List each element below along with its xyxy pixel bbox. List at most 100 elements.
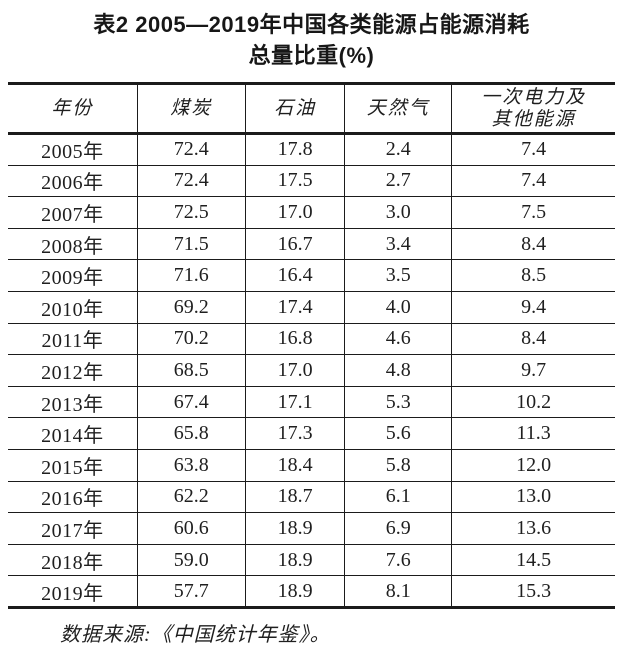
value-cell: 17.5: [244, 164, 345, 197]
year-cell: 2008年: [8, 227, 138, 260]
value-cell: 16.7: [244, 227, 345, 260]
table-body: 2005年 72.4 17.8 2.4 7.4 2006年 72.4 17.5 2.7 7.4 20…: [8, 133, 615, 608]
value-cell: 17.1: [244, 385, 345, 418]
table-row: 2011年 70.2 16.8 4.6 8.4: [8, 322, 615, 355]
column-header-0: 年份: [8, 83, 138, 135]
table-title-line1: 表2 2005—2019年中国各类能源占能源消耗: [93, 12, 530, 37]
column-header-1: 煤炭: [136, 83, 246, 135]
value-cell: 4.0: [344, 290, 452, 324]
value-cell: 18.9: [244, 512, 345, 545]
table-header: 年份 煤炭 石油 天然气 一次电力及 其他能源: [8, 83, 615, 135]
value-cell: 2.4: [344, 133, 452, 166]
year-cell: 2005年: [41, 141, 104, 164]
year-cell: 2010年: [8, 290, 138, 324]
column-header-2: 石油: [244, 83, 345, 135]
year-cell: 2007年: [8, 196, 138, 229]
value-cell: 71.6: [136, 259, 246, 292]
value-cell: 13.0: [451, 480, 615, 513]
table-row: 2019年 57.7 18.9 8.1 15.3: [8, 575, 615, 608]
year-cell: 2012年: [8, 354, 138, 387]
value-cell: 7.4: [451, 133, 615, 166]
table-title-line2: 总量比重(%): [248, 43, 375, 68]
value-cell: 3.0: [344, 196, 452, 229]
value-cell: 18.9: [244, 543, 345, 576]
value-cell: 17.4: [244, 290, 345, 324]
value-cell: 4.8: [344, 354, 452, 387]
table-row: 2014年 65.8 17.3 5.6 11.3: [8, 417, 615, 450]
year-cell: 2013年: [8, 385, 138, 418]
table-row: 2009年 71.6 16.4 3.5 8.5: [8, 259, 615, 292]
value-cell: 17.0: [244, 354, 345, 387]
value-cell: 72.4: [136, 164, 246, 197]
value-cell: 70.2: [136, 322, 246, 355]
value-cell: 12.0: [451, 448, 615, 482]
value-cell: 6.9: [344, 512, 452, 545]
value-cell: 7.5: [451, 196, 615, 229]
year-cell: 2018年: [8, 543, 138, 576]
year-cell: 2014年: [8, 417, 138, 450]
value-cell: 3.4: [344, 227, 452, 260]
value-cell: 5.3: [344, 385, 452, 418]
value-cell: 17.3: [244, 417, 345, 450]
value-cell: 67.4: [136, 385, 246, 418]
table-row: 2013年 67.4 17.1 5.3 10.2: [8, 385, 615, 418]
value-cell: 5.6: [344, 417, 452, 450]
value-cell: 17.0: [244, 196, 345, 229]
value-cell: 60.6: [136, 512, 246, 545]
value-cell: 63.8: [136, 448, 246, 482]
column-header-4: 一次电力及 其他能源: [451, 83, 615, 135]
value-cell: 11.3: [451, 417, 615, 450]
table-row: 2016年 62.2 18.7 6.1 13.0: [8, 480, 615, 513]
value-cell: 71.5: [136, 227, 246, 260]
year-cell: 2009年: [8, 259, 138, 292]
value-cell: 13.6: [451, 512, 615, 545]
value-cell: 68.5: [136, 354, 246, 387]
value-cell: 57.7: [136, 575, 246, 608]
value-cell: 72.5: [136, 196, 246, 229]
value-cell: 18.4: [244, 448, 345, 482]
value-cell: 7.6: [344, 543, 452, 576]
value-cell: 2.7: [344, 164, 452, 197]
table-row: 2005年 72.4 17.8 2.4 7.4: [8, 133, 615, 166]
table-row: 2015年 63.8 18.4 5.8 12.0: [8, 448, 615, 482]
table-row: 2017年 60.6 18.9 6.9 13.6: [8, 512, 615, 545]
table-row: 2006年 72.4 17.5 2.7 7.4: [8, 164, 615, 197]
year-cell: 2006年: [8, 164, 138, 197]
value-cell: 72.4: [136, 133, 246, 166]
value-cell: 3.5: [344, 259, 452, 292]
table-row: 2010年 69.2 17.4 4.0 9.4: [8, 290, 615, 324]
table-title: 表2 2005—2019年中国各类能源占能源消耗 总量比重(%): [0, 0, 623, 71]
value-cell: 9.4: [451, 290, 615, 324]
value-cell: 69.2: [136, 290, 246, 324]
value-cell: 18.7: [244, 480, 345, 513]
column-header-3: 天然气: [344, 83, 452, 135]
value-cell: 17.8: [244, 133, 345, 166]
value-cell: 5.8: [344, 448, 452, 482]
energy-share-table: 年份 煤炭 石油 天然气 一次电力及 其他能源 2005年 72.4 17.8 2.4 7.4 2…: [8, 82, 615, 609]
year-cell: 2015年: [8, 448, 138, 482]
value-cell: 9.7: [451, 354, 615, 387]
value-cell: 8.4: [451, 227, 615, 260]
value-cell: 6.1: [344, 480, 452, 513]
value-cell: 62.2: [136, 480, 246, 513]
value-cell: 8.1: [344, 575, 452, 608]
value-cell: 16.8: [244, 322, 345, 355]
year-cell: 2019年: [8, 575, 138, 608]
table-row: 2018年 59.0 18.9 7.6 14.5: [8, 543, 615, 576]
value-cell: 4.6: [344, 322, 452, 355]
value-cell: 16.4: [244, 259, 345, 292]
table-row: 2012年 68.5 17.0 4.8 9.7: [8, 354, 615, 387]
value-cell: 18.9: [244, 575, 345, 608]
value-cell: 8.5: [451, 259, 615, 292]
year-cell: 2017年: [8, 512, 138, 545]
value-cell: 59.0: [136, 543, 246, 576]
table-row: 2008年 71.5 16.7 3.4 8.4: [8, 227, 615, 260]
header-row: 年份 煤炭 石油 天然气 一次电力及 其他能源: [8, 83, 615, 135]
value-cell: 14.5: [451, 543, 615, 576]
data-source-note: 数据来源:《中国统计年鉴》。: [60, 623, 331, 646]
value-cell: 8.4: [451, 322, 615, 355]
value-cell: 65.8: [136, 417, 246, 450]
table-row: 2007年 72.5 17.0 3.0 7.5: [8, 196, 615, 229]
year-cell: 2016年: [8, 480, 138, 513]
